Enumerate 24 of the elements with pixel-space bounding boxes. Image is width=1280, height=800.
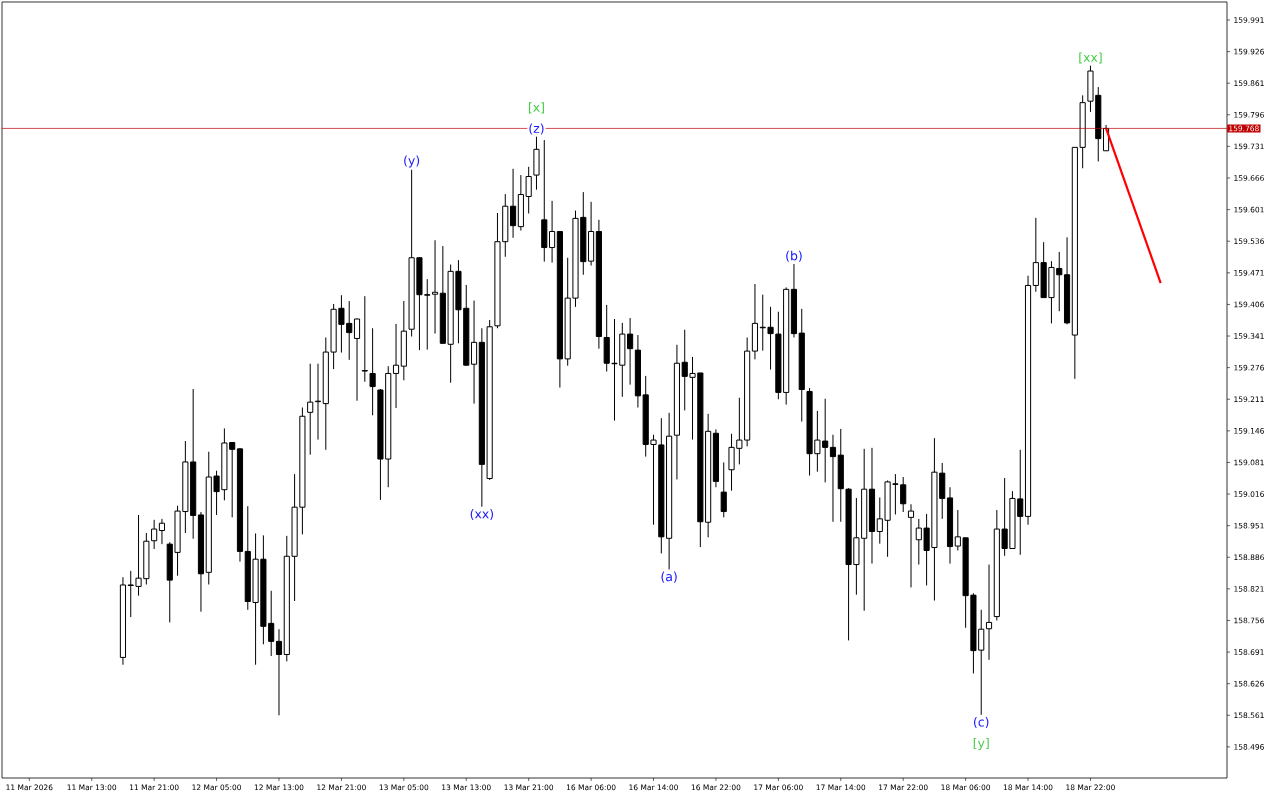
candlestick [361, 295, 368, 383]
candlestick [369, 327, 376, 416]
annotation: (z) [529, 123, 544, 135]
candlestick [392, 323, 400, 409]
candlestick [907, 503, 915, 588]
annotation: (b) [786, 250, 802, 262]
annotation: (c) [974, 716, 989, 729]
annotation: [x] [528, 102, 544, 114]
candlestick [307, 363, 314, 456]
candlestick [509, 168, 517, 239]
annotation: [xx] [1079, 52, 1102, 64]
annotation: [y] [973, 737, 989, 751]
annotation: (xx) [470, 508, 494, 520]
candlestick [829, 434, 837, 523]
candlestick [470, 300, 478, 405]
annotation: (y) [404, 155, 420, 168]
candlestick [985, 564, 993, 661]
candlestick [158, 518, 166, 545]
candlestick [353, 318, 361, 402]
candlestick [431, 239, 439, 335]
candlestick [720, 461, 727, 518]
candlestick [275, 628, 283, 716]
candlestick [151, 519, 158, 550]
annotation: (a) [661, 571, 677, 583]
